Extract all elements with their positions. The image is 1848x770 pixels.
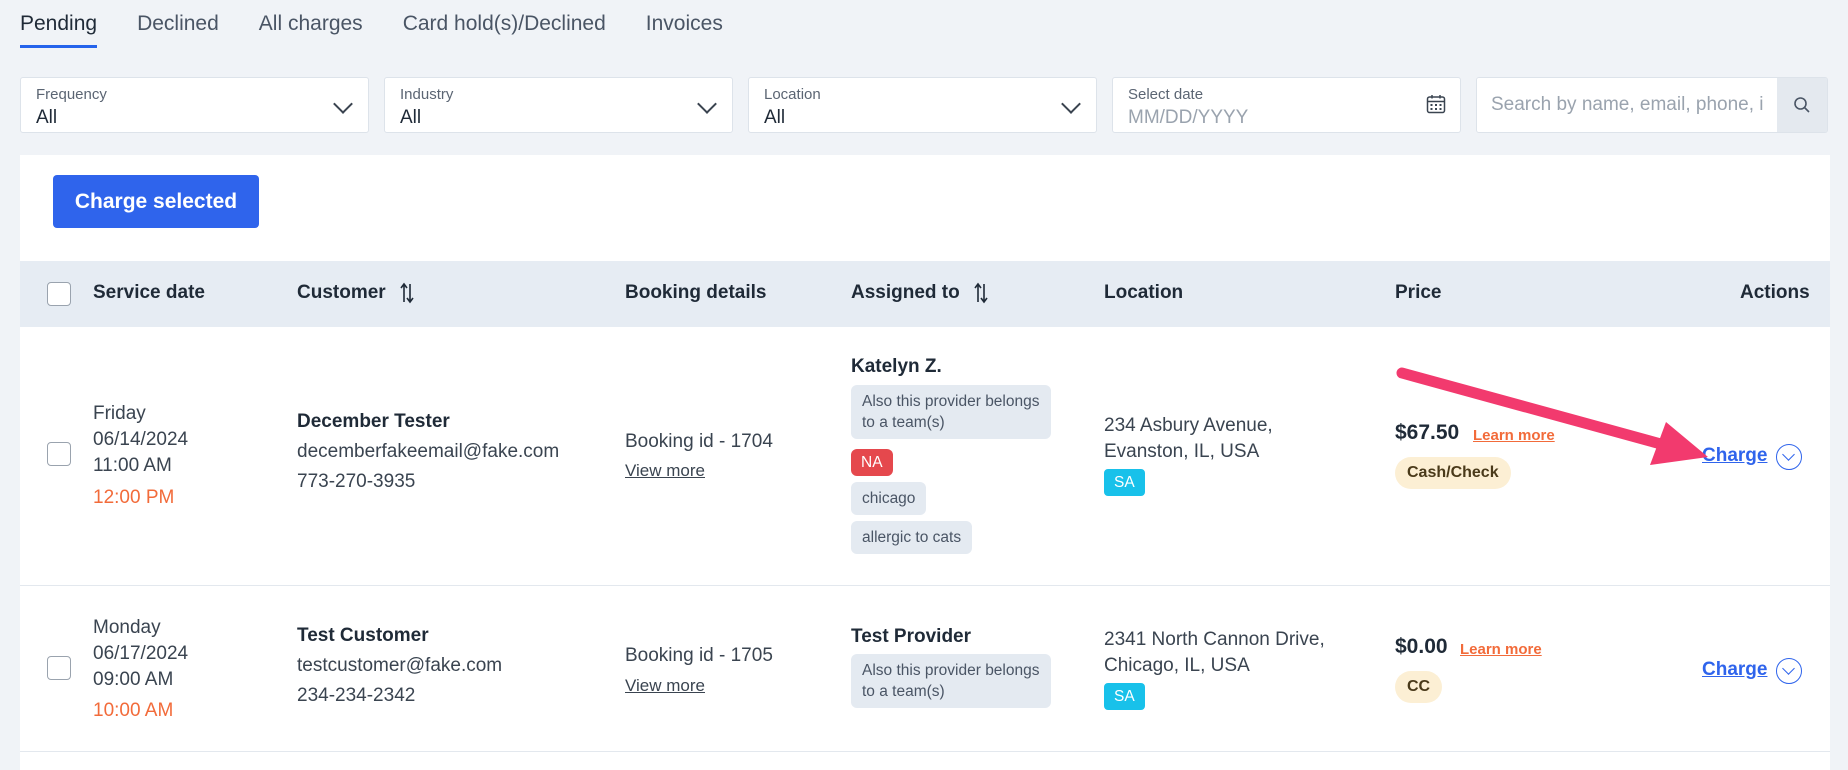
chevron-down-icon[interactable] — [1776, 658, 1802, 684]
service-day: Monday — [93, 617, 161, 638]
header-assigned-to-label: Assigned to — [851, 282, 960, 304]
search-button[interactable] — [1777, 78, 1827, 132]
price-value: $0.00 — [1395, 635, 1448, 658]
provider-name: Test Provider — [851, 626, 972, 647]
address-line1: 2341 North Cannon Drive, — [1104, 629, 1325, 650]
charges-panel: Charge selected Service date Customer Bo… — [20, 155, 1830, 770]
view-more-link[interactable]: View more — [625, 676, 705, 695]
date-picker[interactable]: Select date MM/DD/YYYY — [1112, 77, 1461, 133]
tab-pending[interactable]: Pending — [20, 0, 98, 48]
learn-more-link[interactable]: Learn more — [1460, 641, 1542, 658]
charge-link[interactable]: Charge — [1702, 445, 1768, 466]
industry-value: All — [400, 107, 422, 128]
customer-email: testcustomer@fake.com — [297, 655, 503, 676]
frequency-label: Frequency — [36, 86, 107, 103]
row-checkbox[interactable] — [47, 442, 71, 466]
service-start-time: 11:00 AM — [93, 455, 172, 476]
table-header: Service date Customer Booking details As… — [20, 261, 1830, 327]
date-placeholder: MM/DD/YYYY — [1128, 107, 1249, 128]
date-label: Select date — [1128, 86, 1204, 103]
header-location: Location — [1104, 282, 1184, 303]
tab-card-holds-declined[interactable]: Card hold(s)/Declined — [402, 12, 606, 35]
learn-more-link[interactable]: Learn more — [1473, 427, 1555, 444]
tag-na: NA — [851, 449, 893, 476]
price-value: $67.50 — [1395, 421, 1460, 444]
header-price: Price — [1395, 282, 1442, 303]
location-value: All — [764, 107, 786, 128]
header-customer-label: Customer — [297, 282, 386, 304]
header-service-date[interactable]: Service date — [93, 282, 205, 303]
location-label: Location — [764, 86, 821, 103]
row-checkbox[interactable] — [47, 656, 71, 680]
tab-invoices[interactable]: Invoices — [645, 12, 723, 35]
service-end-time: 12:00 PM — [93, 487, 175, 508]
address-line2: Chicago, IL, USA — [1104, 655, 1250, 676]
service-date: 06/14/2024 — [93, 429, 189, 450]
team-note: Also this provider belongs to a team(s) — [851, 385, 1051, 439]
charge-selected-button[interactable]: Charge selected — [53, 175, 259, 228]
frequency-select[interactable]: Frequency All — [20, 77, 369, 133]
industry-label: Industry — [400, 86, 454, 103]
sort-icon[interactable] — [973, 282, 989, 304]
location-badge: SA — [1104, 469, 1145, 496]
address-line2: Evanston, IL, USA — [1104, 441, 1260, 462]
header-assigned-to[interactable]: Assigned to — [851, 282, 989, 304]
customer-name: Test Customer — [297, 625, 429, 646]
tag-chicago: chicago — [851, 482, 927, 515]
search-input[interactable] — [1477, 78, 1777, 132]
header-booking-details: Booking details — [625, 282, 767, 303]
payment-method-badge: CC — [1395, 671, 1443, 703]
service-date: 06/17/2024 — [93, 643, 189, 664]
calendar-icon[interactable] — [1426, 94, 1446, 114]
provider-name: Katelyn Z. — [851, 356, 942, 377]
chevron-down-icon[interactable] — [1776, 444, 1802, 470]
charge-link[interactable]: Charge — [1702, 659, 1768, 680]
location-select[interactable]: Location All — [748, 77, 1097, 133]
frequency-value: All — [36, 107, 58, 128]
customer-phone: 773-270-3935 — [297, 471, 416, 492]
customer-name: December Tester — [297, 411, 450, 432]
filter-bar: Frequency All Industry All Location All … — [20, 77, 1830, 135]
team-note: Also this provider belongs to a team(s) — [851, 654, 1051, 708]
search-icon — [1794, 97, 1810, 113]
tab-all-charges[interactable]: All charges — [258, 12, 363, 35]
industry-select[interactable]: Industry All — [384, 77, 733, 133]
service-day: Friday — [93, 403, 146, 424]
service-start-time: 09:00 AM — [93, 669, 174, 690]
header-customer[interactable]: Customer — [297, 282, 415, 304]
customer-phone: 234-234-2342 — [297, 685, 416, 706]
payment-method-badge: Cash/Check — [1395, 457, 1511, 489]
tab-bar: Pending Declined All charges Card hold(s… — [20, 0, 763, 48]
view-more-link[interactable]: View more — [625, 461, 705, 480]
table-row: Friday 06/14/2024 11:00 AM 12:00 PM Dece… — [20, 327, 1830, 586]
sort-icon[interactable] — [399, 282, 415, 304]
tab-declined[interactable]: Declined — [137, 12, 219, 35]
select-all-checkbox[interactable] — [47, 282, 71, 306]
address-line1: 234 Asbury Avenue, — [1104, 415, 1273, 436]
customer-email: decemberfakeemail@fake.com — [297, 441, 560, 462]
search-box — [1476, 77, 1828, 133]
service-end-time: 10:00 AM — [93, 700, 174, 721]
table-row: Monday 06/17/2024 09:00 AM 10:00 AM Test… — [20, 585, 1830, 752]
booking-id: Booking id - 1705 — [625, 645, 773, 666]
booking-id: Booking id - 1704 — [625, 431, 773, 452]
tag-allergic-to-cats: allergic to cats — [851, 521, 973, 554]
location-badge: SA — [1104, 683, 1145, 710]
header-actions: Actions — [1740, 282, 1810, 303]
